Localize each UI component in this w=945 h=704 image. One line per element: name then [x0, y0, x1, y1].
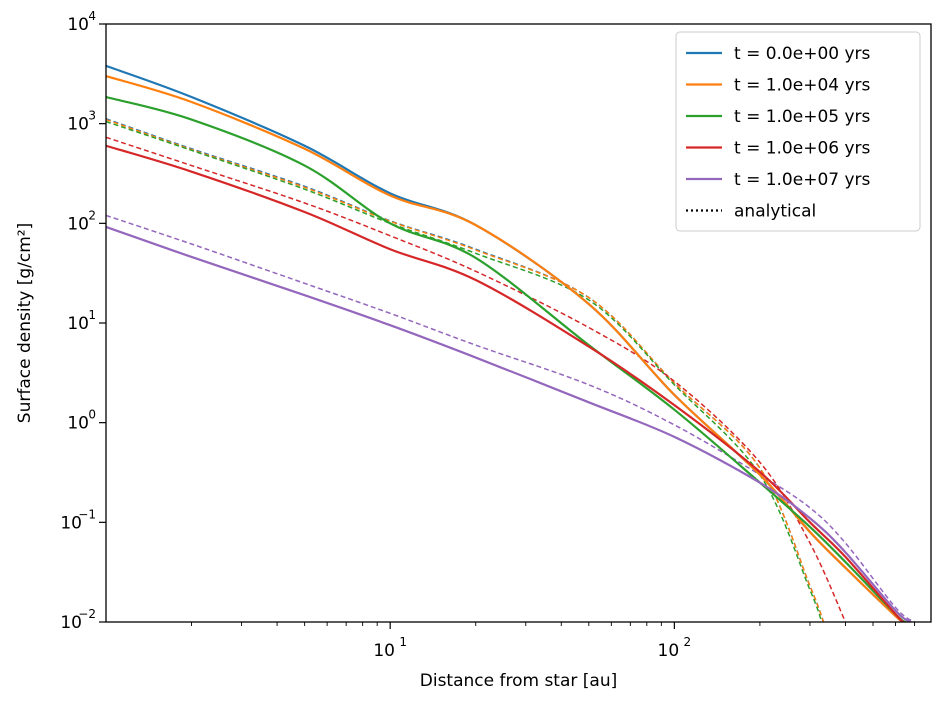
legend-label: t = 1.0e+07 yrs — [734, 170, 871, 190]
y-tick-exponent: 0 — [88, 408, 96, 422]
numerical-line-series-4 — [106, 144, 905, 622]
numerical-line-series-5 — [106, 225, 912, 622]
y-axis-label: Surface density [g/cm²] — [15, 223, 35, 423]
x-axis-label: Distance from star [au] — [420, 671, 618, 691]
legend-label: t = 1.0e+05 yrs — [734, 107, 871, 127]
y-tick-exponent: 2 — [88, 208, 96, 222]
legend-box — [675, 31, 921, 232]
legend-label: t = 1.0e+06 yrs — [734, 139, 871, 159]
y-tick-label: 10 — [67, 15, 89, 35]
y-tick-label: 10 — [60, 613, 82, 633]
legend-label: t = 0.0e+00 yrs — [734, 44, 871, 64]
y-tick-exponent: −1 — [78, 507, 96, 521]
y-tick-label: 10 — [67, 414, 89, 434]
y-tick-exponent: 3 — [88, 109, 96, 123]
y-tick-exponent: −2 — [78, 607, 96, 621]
legend-label: t = 1.0e+04 yrs — [734, 76, 871, 96]
curves — [106, 64, 915, 622]
y-tick-label: 10 — [67, 314, 89, 334]
legend-label: analytical — [734, 202, 816, 222]
y-tick-label: 10 — [60, 513, 82, 533]
y-tick-exponent: 1 — [88, 308, 96, 322]
analytical-line-series-5 — [106, 214, 915, 622]
legend: t = 0.0e+00 yrs t = 1.0e+04 yrs t = 1.0e+0… — [675, 31, 921, 232]
y-tick-label: 10 — [67, 214, 89, 234]
analytical-line-series-2 — [106, 118, 825, 622]
y-tick-label: 10 — [67, 115, 89, 135]
x-axis-ticks: 10 1 10 2 — [191, 622, 915, 661]
x-tick-exponent: 1 — [399, 635, 407, 649]
analytical-line-series-3 — [106, 120, 823, 622]
y-tick-exponent: 4 — [88, 9, 96, 23]
x-tick-exponent: 2 — [684, 635, 692, 649]
numerical-line-series-2 — [106, 75, 905, 622]
x-tick-label: 10 — [658, 641, 680, 661]
x-tick-label: 10 — [373, 641, 395, 661]
